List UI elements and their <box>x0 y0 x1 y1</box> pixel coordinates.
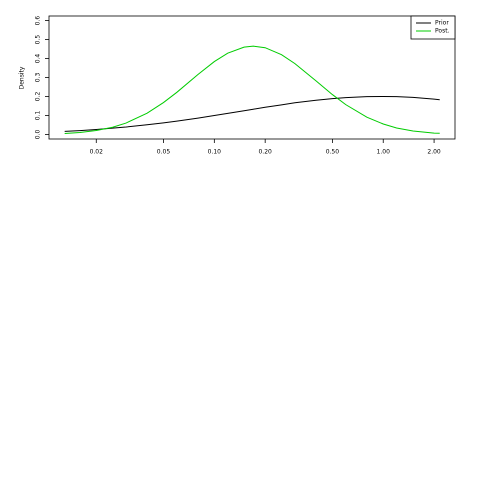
line-series <box>64 45 440 134</box>
plot-frame <box>48 15 456 140</box>
y-tick-label: 0.2 <box>35 92 42 102</box>
y-tick-label: 0.0 <box>35 129 42 139</box>
y-tick-label: 0.6 <box>35 16 42 26</box>
legend-label: Post. <box>435 28 450 35</box>
x-tick-label: 0.05 <box>157 149 171 156</box>
x-tick-label: 0.10 <box>208 149 222 156</box>
line-series <box>64 95 440 132</box>
x-tick-label: 0.20 <box>258 149 272 156</box>
y-tick-label: 0.3 <box>35 73 42 83</box>
x-tick-label: 0.50 <box>326 149 340 156</box>
x-tick-label: 0.02 <box>90 149 104 156</box>
x-tick-label: 1.00 <box>377 149 391 156</box>
x-tick-label: 2.00 <box>427 149 441 156</box>
legend-label: Prior <box>435 20 449 27</box>
y-axis-label: Density <box>19 66 26 89</box>
y-tick-label: 0.1 <box>35 111 42 121</box>
y-tick-label: 0.4 <box>35 54 42 64</box>
legend-box <box>410 15 456 40</box>
y-tick-label: 0.5 <box>35 35 42 45</box>
